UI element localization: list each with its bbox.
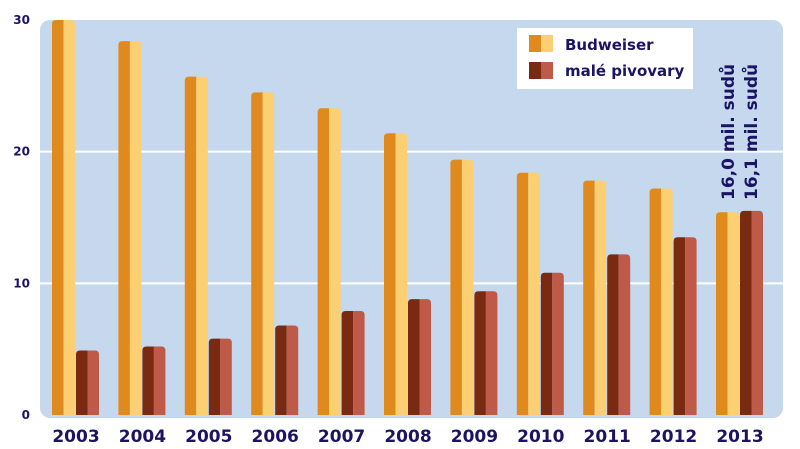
bar-male-pivovary-2004 (142, 346, 166, 415)
legend-swatch-male-pivovary (529, 62, 553, 79)
bar-budweiser-2010 (516, 172, 540, 415)
bar-budweiser-2013 (716, 212, 739, 415)
legend-label-budweiser: Budweiser (565, 36, 654, 54)
bar-male-pivovary-2013 (740, 210, 763, 415)
bar-male-pivovary-2003 (76, 350, 99, 415)
bar-male-pivovary-2006 (275, 325, 299, 415)
y-tick-label: 10 (13, 276, 30, 290)
x-tick-label: 2010 (517, 427, 564, 447)
x-tick-label: 2003 (52, 427, 99, 447)
bar-budweiser-2003 (52, 20, 75, 415)
x-tick-label: 2008 (384, 427, 431, 447)
x-tick-label: 2007 (318, 427, 365, 447)
legend-label-male-pivovary: malé pivovary (565, 62, 685, 80)
bar-budweiser-2008 (384, 133, 407, 415)
bar-budweiser-2009 (450, 159, 474, 415)
annotation-male-pivovary-2013: 16,1 mil. sudů (740, 64, 762, 200)
bar-budweiser-2011 (583, 180, 607, 415)
bar-male-pivovary-2012 (673, 237, 697, 415)
bar-budweiser-2005 (184, 76, 208, 415)
y-tick-label: 30 (13, 13, 30, 27)
bar-male-pivovary-2011 (607, 254, 631, 415)
bar-budweiser-2007 (317, 108, 341, 415)
x-tick-label: 2013 (716, 427, 763, 447)
x-tick-label: 2004 (119, 427, 166, 447)
x-tick-label: 2005 (185, 427, 232, 447)
y-tick-label: 20 (13, 145, 30, 159)
legend-swatch-budweiser (529, 35, 553, 52)
bar-male-pivovary-2009 (474, 291, 498, 415)
x-tick-label: 2012 (650, 427, 697, 447)
bar-budweiser-2004 (118, 41, 142, 416)
x-tick-label: 2009 (451, 427, 498, 447)
x-tick-label: 2006 (252, 427, 299, 447)
annotation-budweiser-2013: 16,0 mil. sudů (717, 64, 739, 200)
y-tick-label: 0 (22, 408, 30, 422)
bar-male-pivovary-2010 (540, 272, 564, 415)
bar-male-pivovary-2005 (208, 338, 232, 415)
bar-budweiser-2006 (251, 92, 275, 416)
legend: Budweiser malé pivovary (517, 28, 693, 89)
bar-budweiser-2012 (649, 188, 673, 415)
bar-male-pivovary-2008 (408, 299, 431, 415)
x-tick-label: 2011 (584, 427, 631, 447)
bar-male-pivovary-2007 (341, 310, 365, 415)
